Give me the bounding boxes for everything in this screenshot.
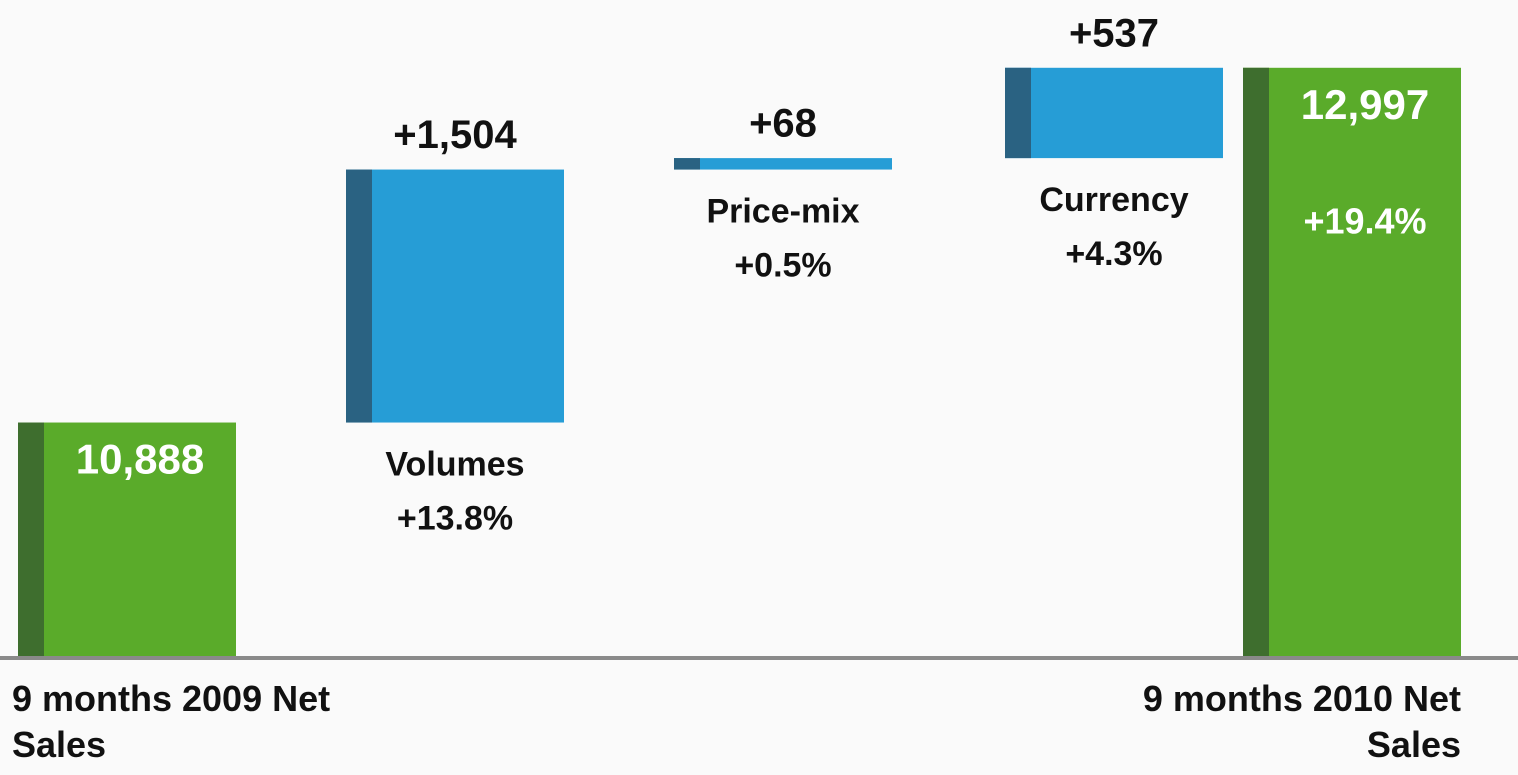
bar xyxy=(346,169,564,423)
value-label: 12,997 xyxy=(1301,81,1429,128)
category-label: Price-mix xyxy=(706,193,859,231)
bar xyxy=(674,158,892,170)
value-label: 10,888 xyxy=(76,436,204,483)
percent-label: +19.4% xyxy=(1303,200,1426,241)
bar-shade xyxy=(18,422,44,656)
bar-shade xyxy=(674,158,700,170)
percent-label: +4.3% xyxy=(1065,235,1162,273)
value-label: +68 xyxy=(749,102,817,146)
value-label: +1,504 xyxy=(393,113,517,157)
category-label: 9 months 2009 Net Sales xyxy=(12,678,331,765)
category-label: 9 months 2010 Net Sales xyxy=(1142,678,1461,765)
category-label: Volumes xyxy=(385,446,524,484)
bar xyxy=(1243,67,1461,656)
bar-shade xyxy=(1005,67,1031,159)
percent-label: +13.8% xyxy=(397,500,513,538)
value-label: +537 xyxy=(1069,11,1159,55)
bar-shade xyxy=(1243,67,1269,656)
bar xyxy=(1005,67,1223,159)
bar-shade xyxy=(346,169,372,423)
percent-label: +0.5% xyxy=(734,247,831,285)
bar xyxy=(18,422,236,656)
category-label: Currency xyxy=(1039,181,1188,219)
